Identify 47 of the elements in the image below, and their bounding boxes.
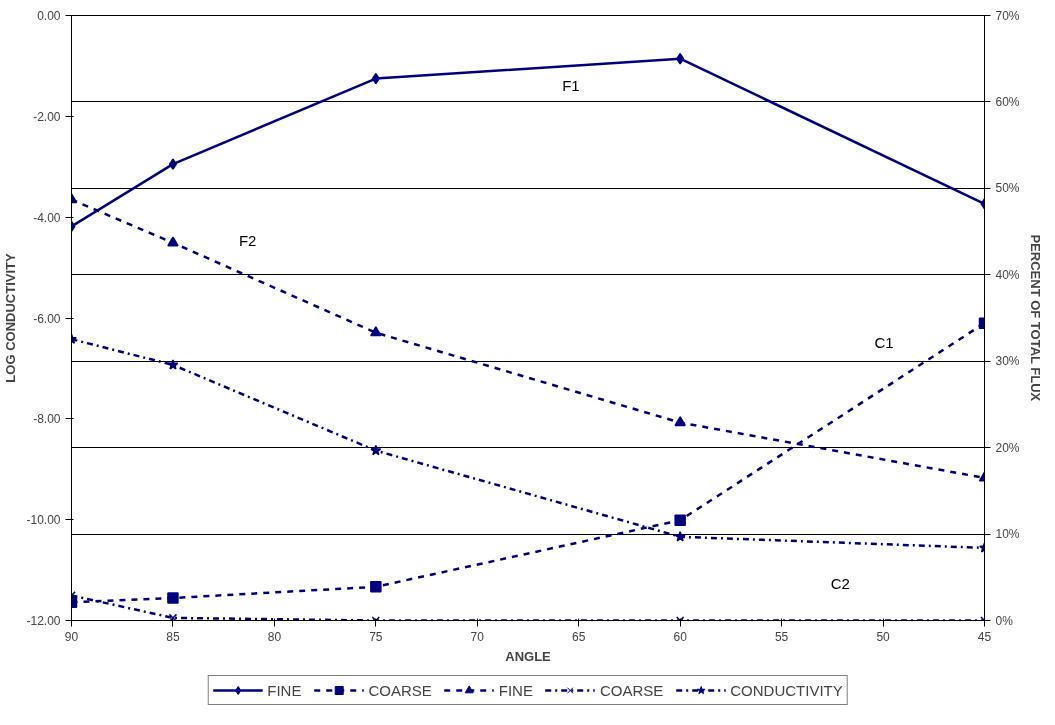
point: [370, 326, 382, 337]
y2-tick-label: 60%: [995, 94, 1020, 109]
legend-label: CONDUCTIVITY: [730, 681, 843, 699]
annotation: F1: [562, 76, 580, 94]
x-tick-label: 60: [673, 629, 688, 644]
y2-tick-label: 70%: [995, 8, 1020, 23]
y-axis-title: LOG CONDUCTIVITY: [3, 253, 19, 383]
y-tick-label: -6.00: [33, 311, 61, 326]
annotation: F2: [238, 232, 257, 250]
x-tick-label: 75: [369, 629, 383, 644]
point: [167, 236, 179, 247]
point: [370, 444, 382, 456]
y-tick-label: -12.00: [26, 614, 61, 628]
y2-tick-label: 0%: [995, 613, 1014, 628]
x-tick-label: 90: [64, 629, 79, 644]
x-tick-label: 70: [470, 629, 485, 644]
point: [168, 613, 178, 621]
x-tick-label: 65: [572, 629, 586, 644]
x-axis-title: ANGLE: [505, 648, 552, 664]
x-tick-label: 50: [876, 629, 891, 644]
legend-label: FINE: [267, 681, 302, 699]
y2-tick-label: 20%: [995, 440, 1020, 455]
point: [167, 592, 179, 604]
legend-label: COARSE: [599, 681, 664, 699]
annotation: C1: [874, 333, 894, 351]
point: [674, 514, 686, 526]
legend-label: FINE: [498, 681, 533, 699]
y-tick-label: -2.00: [33, 109, 61, 124]
legend-label: COARSE: [368, 681, 432, 699]
y2-axis-title: PERCENT OF TOTAL FLUX: [1027, 234, 1043, 402]
point: [674, 416, 686, 427]
y2-tick-label: 10%: [995, 527, 1020, 542]
x-tick-label: 55: [774, 629, 789, 644]
y2-tick-label: 30%: [995, 354, 1020, 369]
x-tick-label: 85: [166, 629, 180, 644]
x-tick-label: 80: [267, 629, 282, 644]
point: [370, 581, 382, 593]
y-tick-label: 0.00: [37, 9, 61, 23]
y-tick-label: -4.00: [33, 210, 61, 225]
annotation: C2: [830, 575, 850, 593]
point: [168, 158, 178, 170]
y2-tick-label: 50%: [995, 181, 1020, 196]
y-tick-label: -8.00: [33, 412, 61, 427]
y2-tick-label: 40%: [995, 267, 1020, 282]
y-tick-label: -10.00: [26, 513, 61, 528]
point: [167, 359, 179, 370]
x-tick-label: 45: [977, 629, 992, 644]
